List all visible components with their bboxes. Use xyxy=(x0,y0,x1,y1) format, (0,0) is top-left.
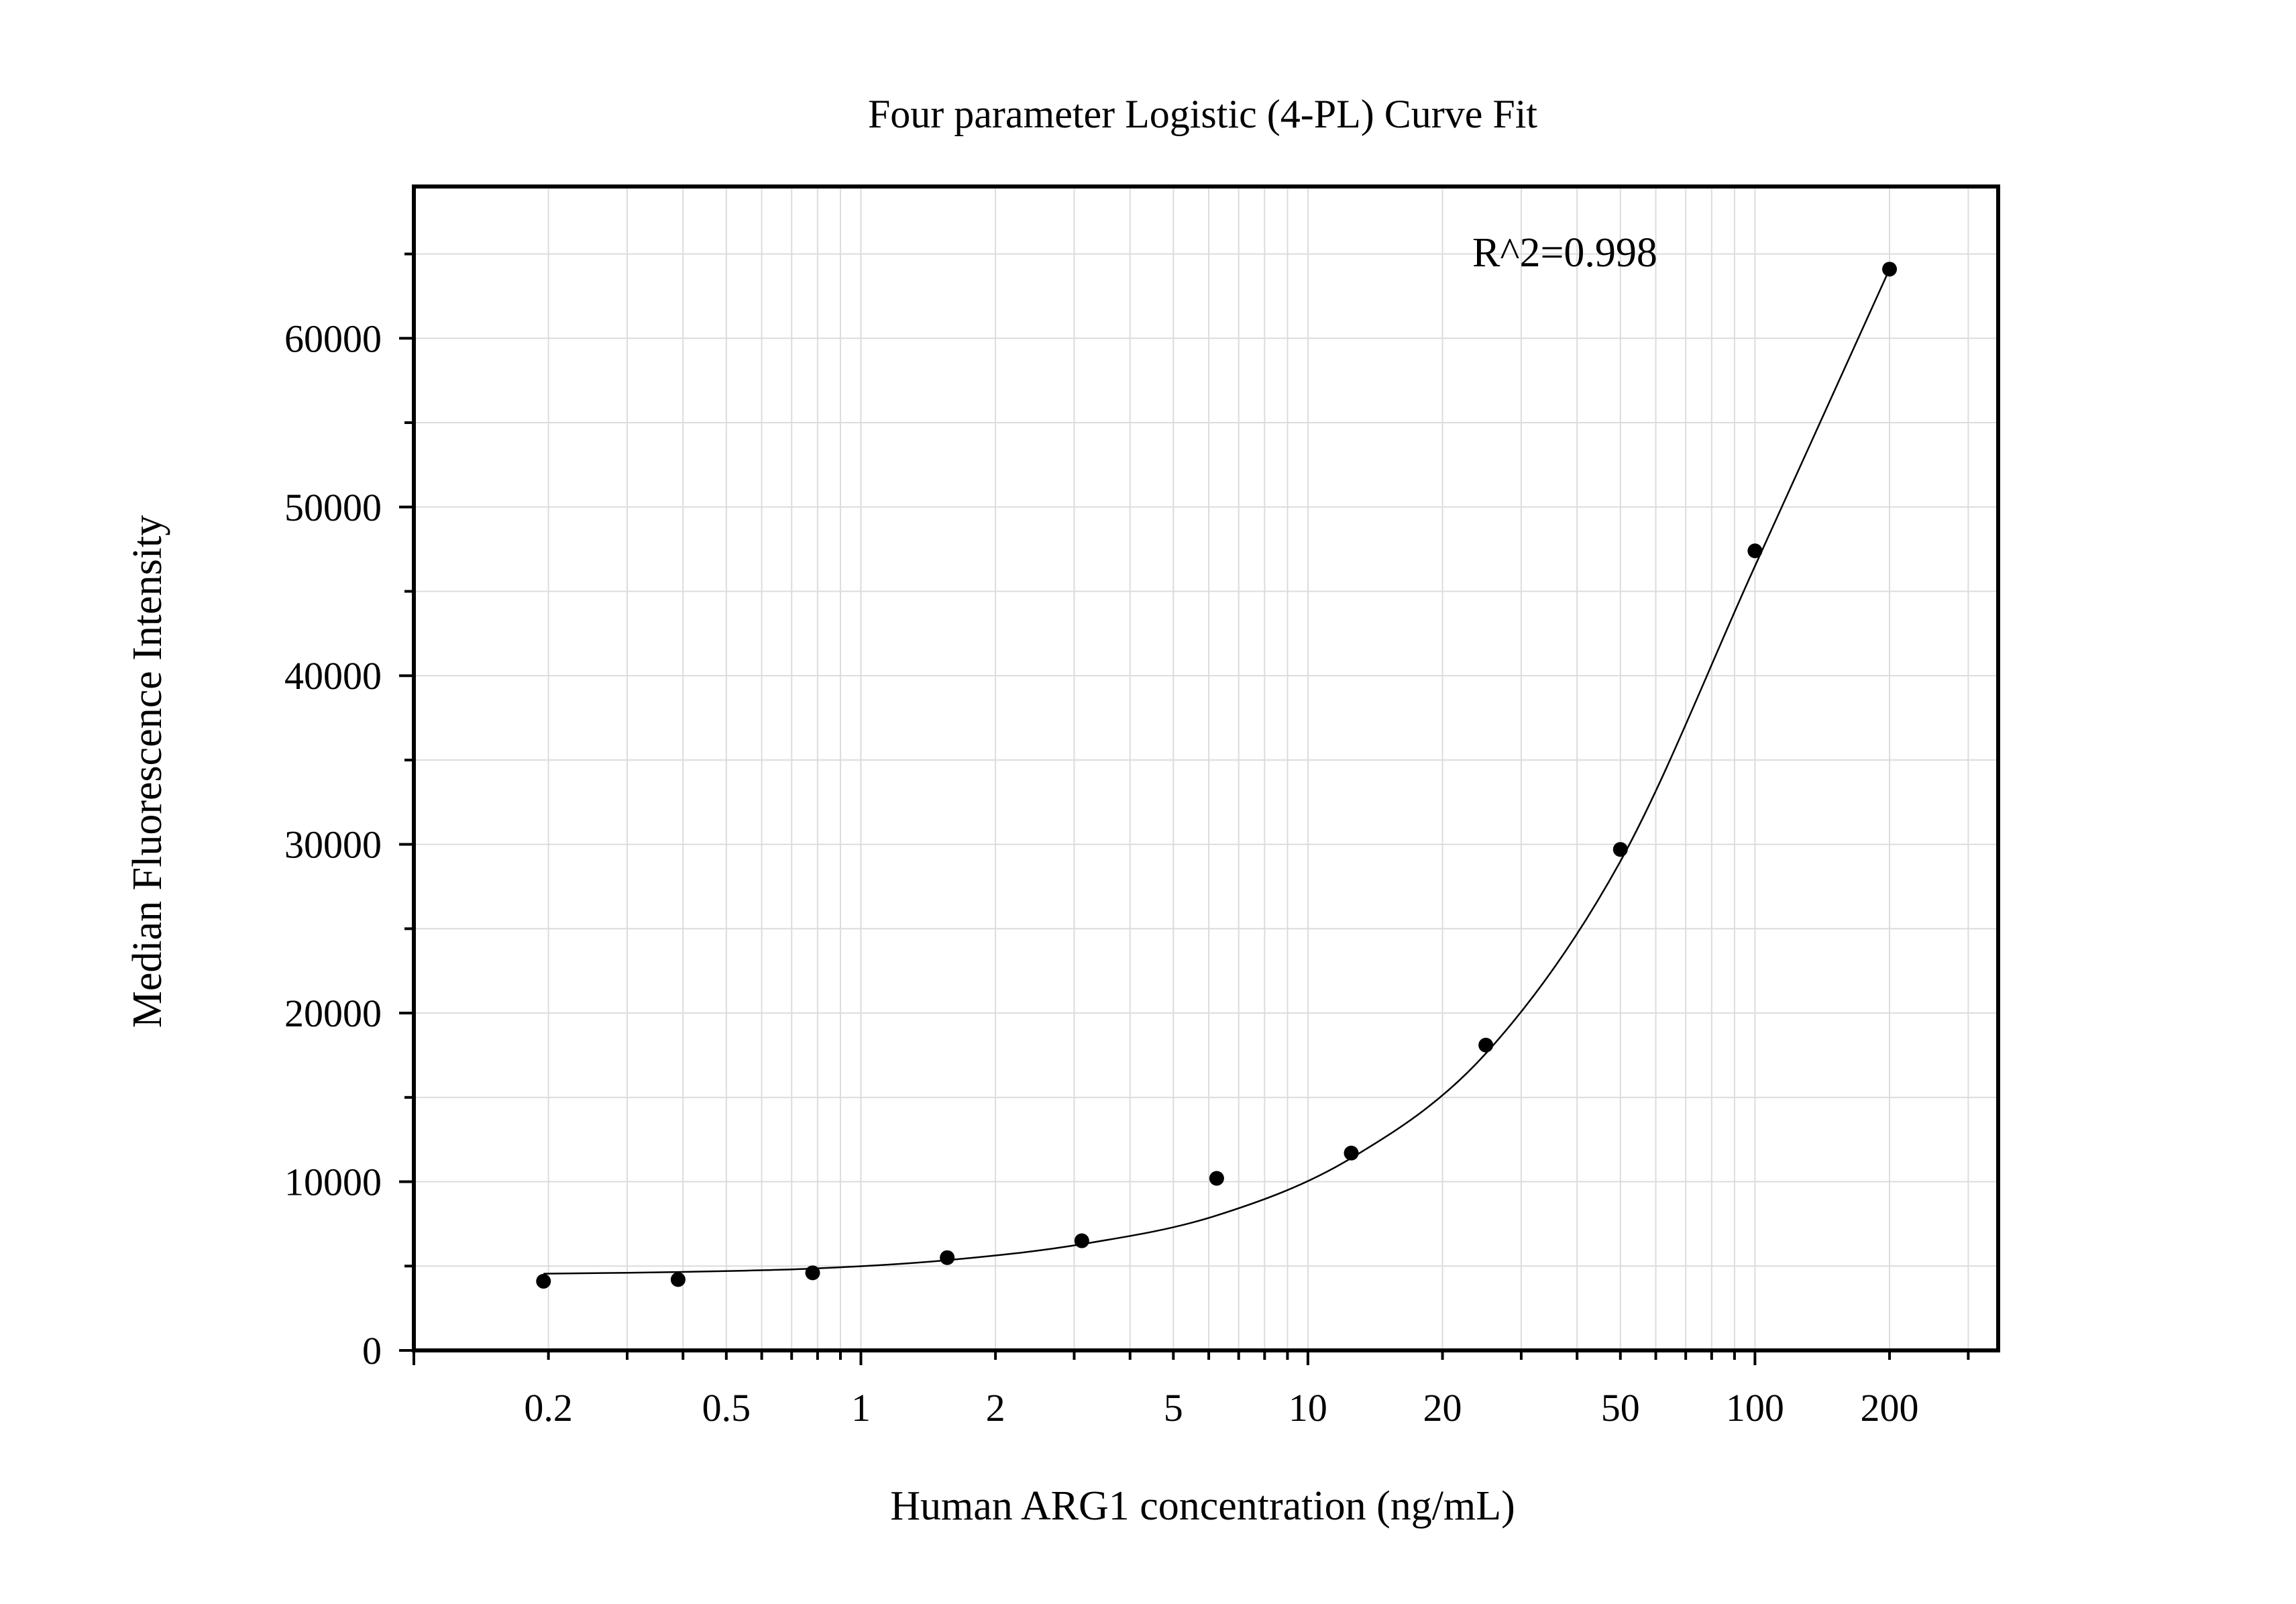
x-tick-label: 10 xyxy=(1289,1386,1327,1430)
data-point xyxy=(536,1273,551,1289)
data-points xyxy=(536,262,1898,1289)
grid-lines xyxy=(413,186,1998,1351)
x-axis-label: Human ARG1 concentration (ng/mL) xyxy=(890,1483,1515,1529)
data-point xyxy=(1074,1233,1089,1248)
data-point xyxy=(1478,1037,1494,1053)
data-point xyxy=(1747,543,1763,559)
x-tick-label: 50 xyxy=(1601,1386,1640,1430)
data-point xyxy=(670,1272,686,1287)
x-tick-label: 0.2 xyxy=(524,1386,573,1430)
x-axis-ticks: 0.2 0.5 1 2 5 10 20 50 100 200 xyxy=(413,1350,1970,1430)
data-point xyxy=(1209,1171,1224,1186)
y-axis-label: Median Fluorescence Intensity xyxy=(125,515,170,1028)
x-tick-label: 0.5 xyxy=(702,1386,751,1430)
data-point xyxy=(1882,262,1898,277)
fit-curve xyxy=(543,268,1891,1275)
data-point xyxy=(940,1250,955,1265)
y-tick-label: 10000 xyxy=(284,1161,382,1204)
y-tick-label: 50000 xyxy=(284,486,382,529)
x-tick-label: 1 xyxy=(851,1386,871,1430)
x-tick-label: 100 xyxy=(1726,1386,1784,1430)
y-axis-ticks: 0 10000 20000 30000 40000 50000 60000 xyxy=(284,252,414,1373)
data-point xyxy=(1612,842,1628,857)
plot-frame xyxy=(412,184,2000,1352)
x-tick-label: 5 xyxy=(1164,1386,1183,1430)
data-point xyxy=(805,1265,820,1281)
y-tick-label: 60000 xyxy=(284,317,382,360)
y-tick-label: 0 xyxy=(362,1329,382,1373)
r-squared-annotation: R^2=0.998 xyxy=(1472,230,1657,276)
y-tick-label: 20000 xyxy=(284,992,382,1035)
data-point xyxy=(1344,1145,1359,1161)
x-tick-label: 200 xyxy=(1861,1386,1919,1430)
y-tick-label: 30000 xyxy=(284,823,382,867)
chart-title: Four parameter Logistic (4-PL) Curve Fit xyxy=(868,92,1537,136)
x-tick-label: 20 xyxy=(1423,1386,1462,1430)
x-tick-label: 2 xyxy=(986,1386,1005,1430)
y-tick-label: 40000 xyxy=(284,654,382,698)
